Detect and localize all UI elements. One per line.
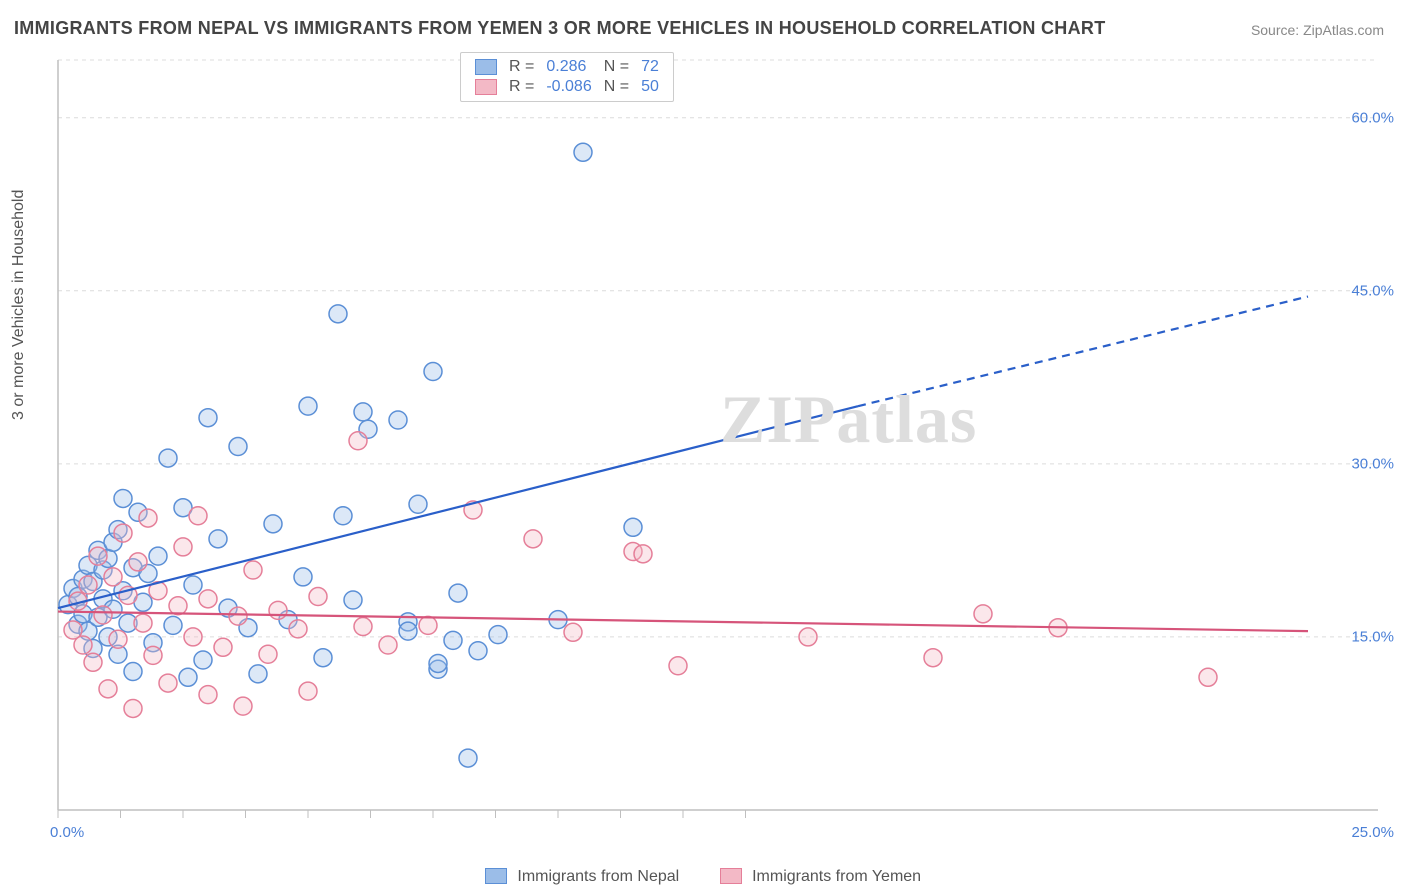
legend-row-nepal: R = 0.286 N = 72 <box>469 57 665 77</box>
y-tick-label: 45.0% <box>1351 282 1394 299</box>
swatch-nepal <box>475 59 497 75</box>
y-tick-label: 15.0% <box>1351 628 1394 645</box>
source-label: Source: ZipAtlas.com <box>1251 22 1384 38</box>
legend-item-nepal: Immigrants from Nepal <box>485 868 679 886</box>
swatch-yemen <box>475 79 497 95</box>
x-tick-label-min: 0.0% <box>50 824 84 841</box>
y-tick-label: 60.0% <box>1351 109 1394 126</box>
chart-title: IMMIGRANTS FROM NEPAL VS IMMIGRANTS FROM… <box>14 18 1106 39</box>
scatter-plot <box>48 50 1388 840</box>
watermark: ZIPatlas <box>720 380 977 459</box>
y-axis-label: 3 or more Vehicles in Household <box>10 190 28 420</box>
y-tick-label: 30.0% <box>1351 455 1394 472</box>
chart-area <box>48 50 1388 840</box>
swatch-nepal-bottom <box>485 868 507 884</box>
legend-row-yemen: R = -0.086 N = 50 <box>469 77 665 97</box>
legend-stats: R = 0.286 N = 72 R = -0.086 N = 50 <box>460 52 674 102</box>
legend-series: Immigrants from Nepal Immigrants from Ye… <box>0 868 1406 886</box>
swatch-yemen-bottom <box>720 868 742 884</box>
legend-item-yemen: Immigrants from Yemen <box>720 868 921 886</box>
x-tick-label-max: 25.0% <box>1351 824 1394 841</box>
